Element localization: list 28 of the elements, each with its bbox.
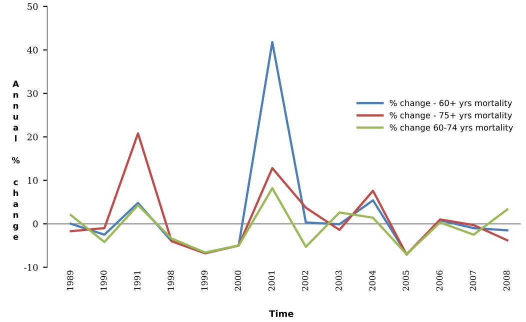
x-tick-label: 2007 xyxy=(470,270,476,291)
y-tick-label: 10 xyxy=(28,177,38,184)
x-tick-label: 1998 xyxy=(168,270,174,290)
y-tick-label: -10 xyxy=(24,264,38,271)
x-tick-label: 2002 xyxy=(302,270,308,291)
x-tick-label: 2004 xyxy=(369,270,376,291)
x-axis-title: Time xyxy=(269,310,294,318)
x-tick-label: 1989 xyxy=(66,270,74,290)
text: Annual % change xyxy=(12,80,20,240)
y-tick-label: 30 xyxy=(28,90,38,97)
x-tick-label: 2003 xyxy=(336,270,342,291)
line-series xyxy=(70,132,508,256)
x-tick-label: 1999 xyxy=(201,270,208,290)
x-tick-label: 1991 xyxy=(134,271,140,290)
x-tick-label: 2008 xyxy=(503,270,510,291)
y-tick-label: 40 xyxy=(27,46,38,54)
y-tick-label: 20 xyxy=(27,134,38,140)
y-tick-label: 0 xyxy=(33,220,38,228)
legend-label: % change - 60+ yrs mortality xyxy=(390,100,512,108)
x-tick-label: 2005 xyxy=(402,270,410,291)
x-tick-label: 2006 xyxy=(436,270,443,291)
legend-label: % change 60-74 yrs mortality xyxy=(390,124,513,132)
x-tick-label: 2001 xyxy=(268,271,275,291)
legend-label: % change - 75+ yrs mortality xyxy=(390,112,512,120)
x-tick-label: 2000 xyxy=(234,270,242,291)
x-tick-label: 1990 xyxy=(100,270,107,290)
y-tick-label: 50 xyxy=(28,3,38,10)
line-series xyxy=(70,187,508,256)
